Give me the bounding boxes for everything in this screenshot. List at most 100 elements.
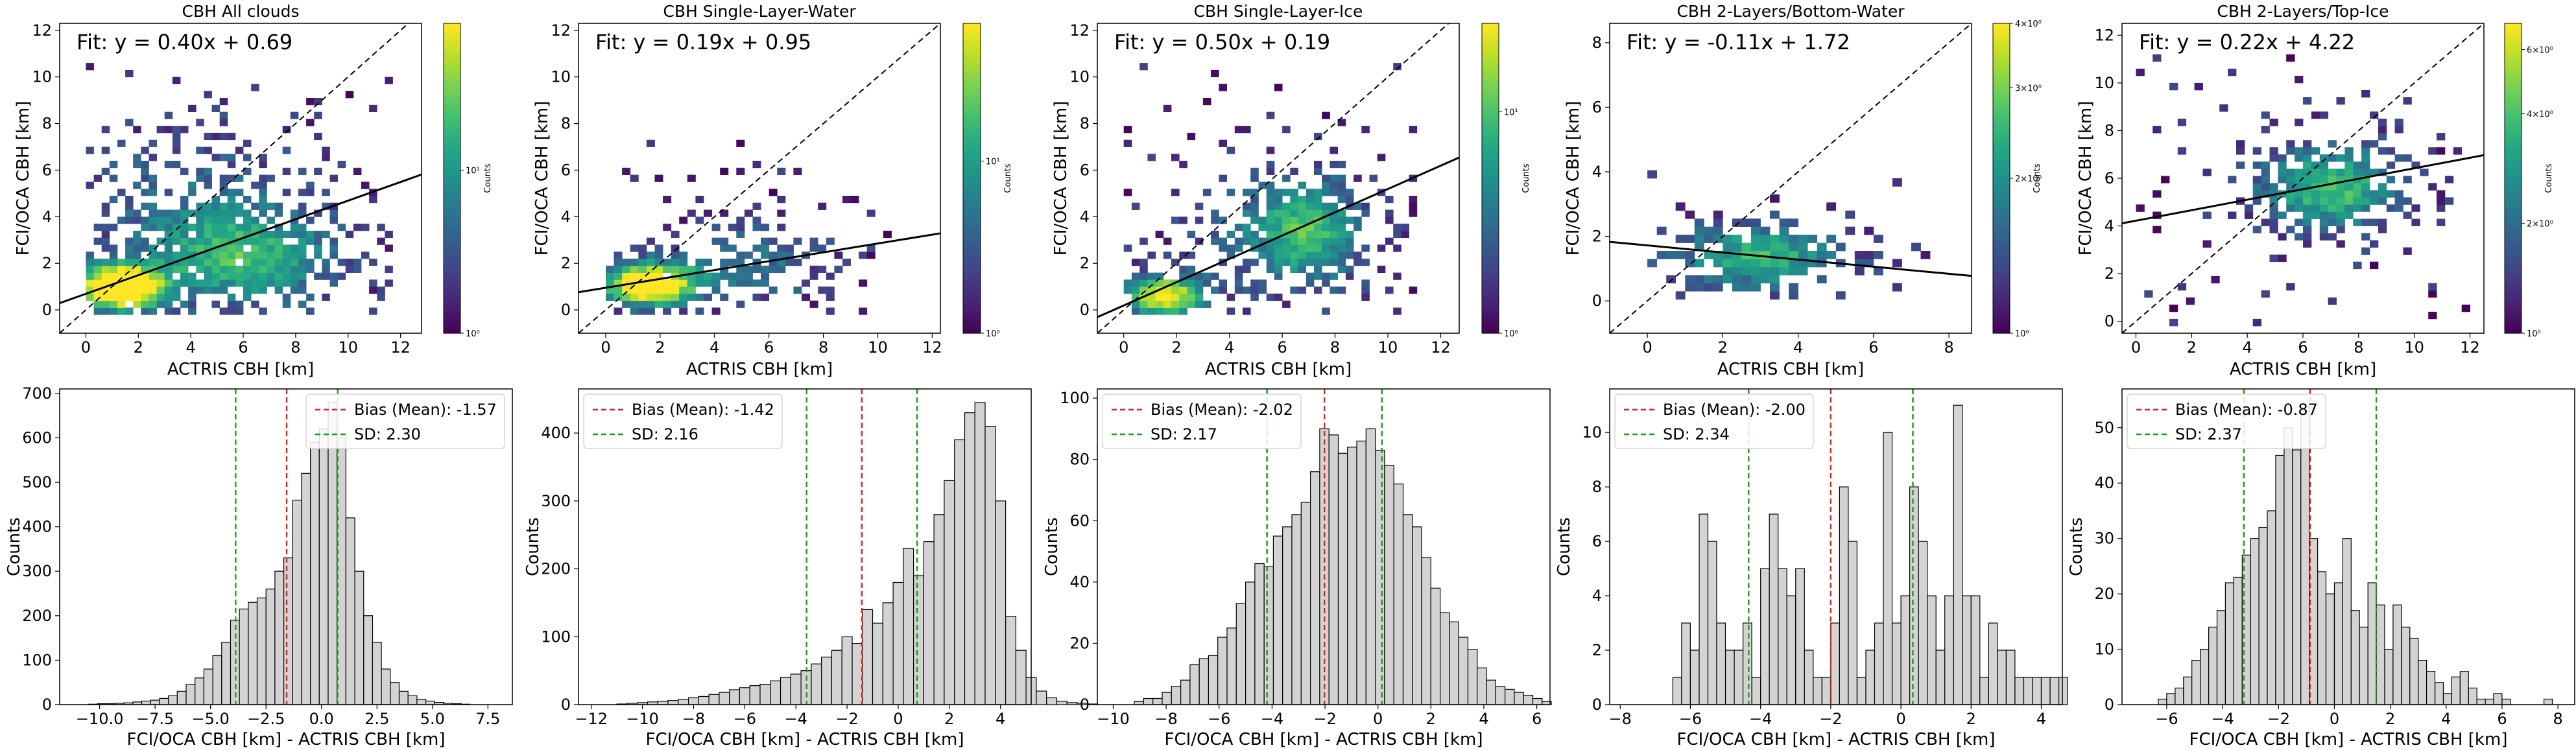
heatmap-cell <box>1751 283 1761 292</box>
x-tick-label: 12 <box>922 338 942 357</box>
heatmap-cell <box>1345 252 1354 259</box>
heatmap-cell <box>2403 211 2412 219</box>
histogram-bar <box>2426 671 2436 705</box>
heatmap-cell <box>282 230 291 239</box>
fit-equation: Fit: y = 0.19x + 0.95 <box>595 30 811 54</box>
heatmap-cell <box>377 224 385 231</box>
heatmap-cell <box>259 244 267 252</box>
heatmap-cell <box>1377 154 1386 161</box>
heatmap-cell <box>1789 218 1798 227</box>
colorbar-segment <box>444 111 460 117</box>
histogram-bars <box>2158 410 2553 705</box>
heatmap-cell <box>1243 307 1251 315</box>
heatmap-cell <box>2252 183 2261 191</box>
heatmap-cell <box>1179 307 1187 315</box>
heatmap-cell <box>125 196 134 204</box>
heatmap-cell <box>1314 196 1322 204</box>
heatmap-cell <box>1266 252 1275 259</box>
heatmap-cell <box>2378 119 2387 126</box>
heatmap-cell <box>133 154 141 161</box>
histogram-bar <box>2493 693 2503 705</box>
colorbar-segment <box>444 33 460 40</box>
y-tick-label: 0 <box>2105 696 2114 714</box>
histogram-bar <box>1449 621 1459 705</box>
heatmap-cell <box>1179 252 1187 259</box>
heatmap-cell <box>125 69 134 78</box>
colorbar-segment <box>963 43 981 50</box>
heatmap-cell <box>322 146 330 154</box>
colorbar-segment <box>444 178 460 184</box>
heatmap-cell <box>1751 218 1761 227</box>
heatmap-cell <box>646 259 655 266</box>
heatmap-cell <box>1314 252 1322 259</box>
colorbar-segment <box>1482 261 1499 267</box>
heatmap-cell <box>251 265 259 273</box>
heatmap-cell <box>1250 293 1259 301</box>
colorbar-segment <box>963 163 981 169</box>
colorbar-segment <box>963 23 981 29</box>
heatmap-cell <box>777 252 786 259</box>
heatmap-cell <box>2370 190 2379 198</box>
heatmap-cell <box>2370 169 2379 176</box>
histogram-bar <box>1291 514 1302 705</box>
heatmap-cell <box>164 230 173 239</box>
heatmap-cell <box>133 279 141 287</box>
heatmap-cell <box>282 252 291 259</box>
heatmap-cell <box>164 217 173 224</box>
colorbar-segment <box>444 240 460 246</box>
heatmap-cell <box>306 119 315 126</box>
heatmap-cell <box>1361 293 1370 301</box>
heatmap-cell <box>204 209 212 217</box>
heatmap-cell <box>204 287 212 294</box>
heatmap-cell <box>93 265 102 273</box>
histogram-bar <box>2367 582 2377 705</box>
heatmap-cell <box>149 279 157 287</box>
heatmap-cell <box>235 146 244 154</box>
heatmap-cell <box>2444 197 2454 205</box>
x-tick-label: −6 <box>1679 710 1702 728</box>
y-axis-label: Counts <box>5 517 24 576</box>
plot-frame <box>59 388 513 705</box>
x-tick-label: −8 <box>1154 710 1177 728</box>
y-tick-label: 20 <box>1069 634 1090 652</box>
heatmap-cell <box>1266 217 1275 224</box>
fit-line <box>59 173 422 305</box>
colorbar-frame <box>962 23 981 334</box>
heatmap-cell <box>2286 183 2295 191</box>
heatmap-cell <box>345 91 354 99</box>
heatmap-cell <box>227 174 236 182</box>
histogram-bar <box>882 602 894 705</box>
heatmap-cell <box>2261 183 2270 191</box>
heatmap-cell <box>663 196 672 204</box>
colorbar-segment <box>444 266 460 272</box>
heatmap-cell <box>1282 174 1291 182</box>
heatmap-cell <box>117 272 126 280</box>
x-tick-label: 12 <box>390 338 411 357</box>
heatmap-cell <box>1685 235 1695 243</box>
histogram-bar <box>407 695 418 705</box>
heatmap-cell <box>1147 279 1156 287</box>
heatmap-cell <box>2444 176 2454 183</box>
heatmap-cell <box>1760 251 1771 259</box>
heatmap-cell <box>149 182 157 189</box>
heatmap-cell <box>2344 211 2354 219</box>
heatmap-cell <box>1741 218 1752 227</box>
colorbar-segment <box>1482 323 1499 329</box>
heatmap-cell <box>298 287 307 294</box>
heatmap-cell <box>101 237 110 245</box>
heatmap-cell <box>1330 146 1338 154</box>
heatmap-cell <box>646 279 655 287</box>
heatmap-cell <box>141 217 149 224</box>
heatmap-cell <box>235 224 244 231</box>
legend-sd-label: SD: 2.37 <box>2175 425 2242 443</box>
heatmap-cell <box>1694 283 1704 292</box>
colorbar-segment <box>1993 43 2010 50</box>
heatmap-cell <box>1298 237 1307 245</box>
heatmap-cell <box>2169 304 2178 312</box>
heatmap-cell <box>1243 189 1251 196</box>
x-tick-label: 7.5 <box>475 710 500 728</box>
heatmap-cell <box>259 196 267 204</box>
heatmap-cell <box>267 237 275 245</box>
colorbar-segment <box>1993 33 2010 40</box>
heatmap-cell <box>1155 307 1164 315</box>
